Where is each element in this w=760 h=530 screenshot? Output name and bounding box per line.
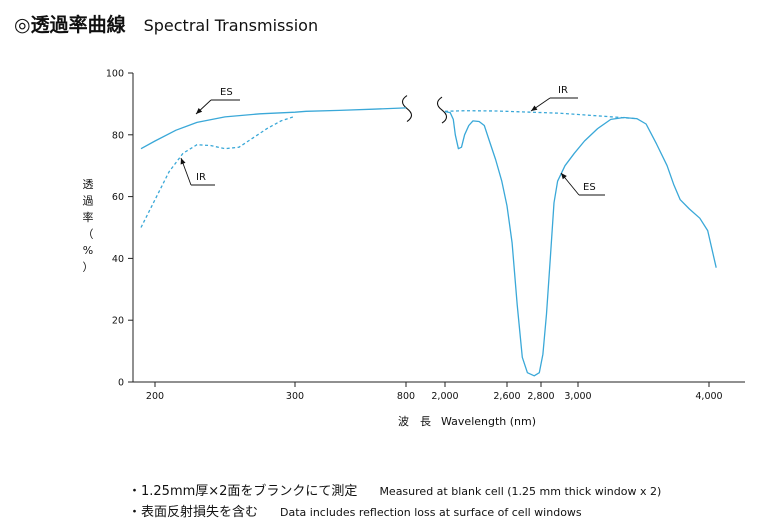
series-group xyxy=(140,107,717,377)
series-line-es-1 xyxy=(140,107,407,150)
x-label-en: Wavelength (nm) xyxy=(441,415,536,428)
x-tick-label: 300 xyxy=(286,391,304,402)
title-jp: ◎透過率曲線 xyxy=(14,14,126,36)
series-line-es-2 xyxy=(444,110,717,377)
y-label-char: 過 xyxy=(83,195,94,208)
annotation-label-es: ES xyxy=(220,87,233,98)
y-axis-label: 透過率 （% ） xyxy=(83,178,94,274)
x-label-jp: 波 長 xyxy=(398,415,431,428)
y-tick-label: 0 xyxy=(118,378,124,389)
annotation-label-es: ES xyxy=(583,182,596,193)
axes-group: 0 20 40 60 80 100 200 300 800 2,000 2,600 2,800 3,00… xyxy=(106,69,745,402)
y-label-char: ） xyxy=(83,261,94,274)
note-2: ・表面反射損失を含む Data includes reflection loss … xyxy=(128,501,582,520)
y-label-char: % xyxy=(83,244,93,257)
note-1: ・1.25mm厚×2面をブランクにて測定 Measured at blank ce… xyxy=(128,480,661,499)
x-tick-label: 3,000 xyxy=(564,391,591,402)
annotation-arrowhead xyxy=(531,105,538,111)
x-axis-label: 波 長 Wavelength (nm) xyxy=(398,415,536,428)
y-tick-label: 100 xyxy=(106,69,124,80)
x-tick-label: 200 xyxy=(146,391,164,402)
axis-break-mark xyxy=(436,96,448,124)
y-tick-label: 60 xyxy=(112,192,124,203)
note-2-jp: ・表面反射損失を含む xyxy=(128,505,259,520)
y-label-char: （ xyxy=(83,228,94,241)
series-line-ir-2 xyxy=(444,110,638,120)
x-tick-label: 800 xyxy=(397,391,415,402)
axis-break-mark xyxy=(401,95,413,122)
note-1-en: Measured at blank cell (1.25 mm thick wi… xyxy=(379,485,662,498)
note-2-en: Data includes reflection loss at surface… xyxy=(280,506,582,519)
x-tick-label: 2,800 xyxy=(527,391,554,402)
x-tick-label: 2,000 xyxy=(431,391,458,402)
y-tick-label: 40 xyxy=(112,254,124,265)
page-title: ◎透過率曲線 Spectral Transmission xyxy=(14,10,318,37)
annotation-label-ir: IR xyxy=(558,85,568,96)
y-label-char: 率 xyxy=(83,210,94,224)
annotation-arrowhead xyxy=(561,173,567,180)
y-label-char: 透 xyxy=(83,178,94,191)
series-line-ir-1 xyxy=(140,115,296,228)
annotations-group: ES IR IR ES xyxy=(180,85,605,196)
x-tick-label: 4,000 xyxy=(695,391,722,402)
x-tick-label: 2,600 xyxy=(493,391,520,402)
y-tick-label: 20 xyxy=(112,316,124,327)
note-1-jp: ・1.25mm厚×2面をブランクにて測定 xyxy=(128,484,358,499)
y-tick-label: 80 xyxy=(112,130,124,141)
annotation-arrowhead xyxy=(180,158,186,165)
annotation-label-ir: IR xyxy=(196,172,206,183)
title-en: Spectral Transmission xyxy=(143,16,319,35)
annotation-arrowhead xyxy=(196,108,203,114)
